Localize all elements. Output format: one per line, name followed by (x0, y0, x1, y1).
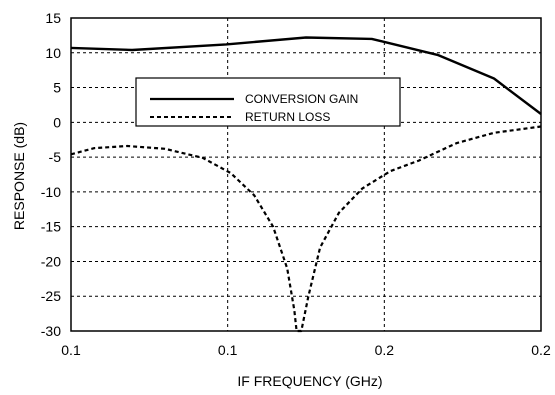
chart-grid (71, 18, 541, 331)
y-tick-label: -15 (41, 219, 61, 235)
x-tick-label: 0.1 (61, 342, 81, 358)
y-tick-label: 15 (45, 10, 61, 26)
series-line-conversion-gain (70, 36, 542, 115)
y-tick-label: -25 (41, 288, 61, 304)
y-tick-label: 10 (45, 45, 61, 61)
plot-border (70, 17, 542, 332)
x-tick-label: 0.2 (531, 342, 551, 358)
y-tick-label: 5 (53, 80, 61, 96)
y-tick-label: -10 (41, 184, 61, 200)
y-tick-label: 0 (53, 114, 61, 130)
series-line-return-loss (70, 125, 542, 333)
chart-series (70, 36, 542, 333)
legend: CONVERSION GAIN RETURN LOSS (135, 77, 401, 127)
x-axis-title: IF FREQUENCY (GHz) (237, 373, 382, 389)
x-tick-label: 0.1 (218, 342, 238, 358)
y-tick-label: -5 (49, 149, 62, 165)
y-tick-label: -30 (41, 323, 61, 339)
y-tick-label: -20 (41, 253, 61, 269)
legend-label-conversion-gain: CONVERSION GAIN (245, 92, 358, 106)
y-axis-title: RESPONSE (dB) (11, 122, 27, 230)
x-tick-labels: 0.1 0.1 0.2 0.2 (61, 342, 551, 358)
y-tick-labels: 15 10 5 0 -5 -10 -15 -20 -25 -30 (41, 10, 61, 339)
x-tick-label: 0.2 (375, 342, 395, 358)
legend-label-return-loss: RETURN LOSS (245, 110, 330, 124)
